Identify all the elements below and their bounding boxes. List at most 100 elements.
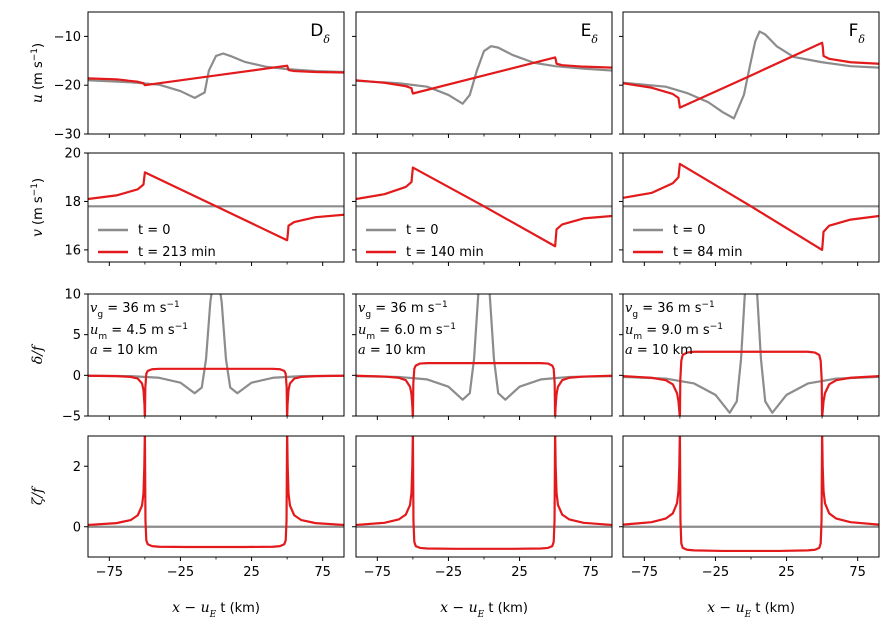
y-axis-label-u: u (m s−1) [30,43,46,103]
panel-frame [87,11,345,135]
panel-u-E-series [356,45,612,105]
y-tick-label: 5 [73,328,81,343]
panel-u-E [352,11,613,138]
series-initial-u-F [623,30,879,120]
panel-zeta-E: −75 −25 25 75 [352,435,613,580]
x-tick-label: 75 [314,565,331,580]
y-tick-label: −5 [62,410,81,425]
panel-v-D-series [88,171,344,242]
annotation-block-E: vg = 36 m s−1um = 6.0 m s−1a = 10 km [358,300,456,358]
y-tick-label: 16 [64,243,81,258]
legend-label-initial: t = 0 [406,223,439,238]
series-initial-delta-D [88,294,344,395]
panel-delta-F-series [623,294,879,416]
panel-zeta-D: −75 −25 25 75 0 2 [73,435,345,580]
series-final-zeta-D [88,436,344,549]
y-tick-label: −20 [54,79,81,94]
y-axis-label-delta: δ/f [30,343,46,364]
panel-delta-D: −5 0 5 10 [62,288,345,425]
series-final-zeta-F [623,436,879,553]
panel-u-D-series [88,52,344,99]
annotation-vg: vg = 36 m s−1 [625,300,715,320]
x-tick-label: 75 [849,565,866,580]
panel-zeta-F: −75 −25 25 75 [619,435,880,580]
annotation-vg: vg = 36 m s−1 [358,300,448,320]
panel-tag-F: Fδ [849,21,866,46]
panel-v-E-series [356,166,612,248]
series-final-u-F [623,41,879,109]
annotation-um: um = 6.0 m s−1 [358,322,456,342]
x-tick-label: −25 [435,565,462,580]
panel-v-F-series [623,162,879,251]
panel-frame [622,11,880,135]
panel-delta-E-series [356,294,612,416]
x-tick-label: −75 [631,565,658,580]
y-axis-label-zeta: ζ/f [30,485,46,505]
annotation-block-F: vg = 36 m s−1um = 9.0 m s−1a = 10 km [625,300,723,358]
x-tick-label: 25 [511,565,528,580]
x-axis-label: x − uE t (km) [440,600,528,620]
panel-v-E [352,152,613,266]
legend-label-initial: t = 0 [673,223,706,238]
panel-frame [622,435,880,558]
annotation-a: a = 10 km [358,343,426,358]
annotation-um: um = 4.5 m s−1 [90,322,188,342]
x-axis-label: x − uE t (km) [172,600,260,620]
plot-area: −30 −20 −10 16 18 20 −5 0 5 10 −75 −25 25 75 0 2 −75 −25 2… [30,11,880,620]
series-final-u-D [88,64,344,87]
y-axis-label-v: v (m s−1) [30,178,46,237]
legend-label-initial: t = 0 [138,223,171,238]
series-final-u-E [356,56,612,95]
panel-u-F-series [623,30,879,120]
legend-label-final: t = 213 min [138,245,216,260]
series-initial-u-D [88,52,344,99]
series-final-zeta-E [356,436,612,550]
y-tick-label: 0 [73,369,81,384]
x-tick-label: −25 [167,565,194,580]
panel-frame [355,435,613,558]
series-final-delta-F [623,350,879,416]
legend-label-final: t = 140 min [406,245,484,260]
panel-frame [87,435,345,558]
series-final-delta-D [88,367,344,416]
panel-delta-E [352,293,613,420]
x-tick-label: −75 [364,565,391,580]
annotation-um: um = 9.0 m s−1 [625,322,723,342]
x-tick-label: 25 [778,565,795,580]
panel-tag-E: Eδ [581,21,599,46]
panel-v-D: 16 18 20 [64,147,345,266]
legend-label-final: t = 84 min [673,245,742,260]
x-axis-label: x − uE t (km) [707,600,795,620]
annotation-vg: vg = 36 m s−1 [90,300,180,320]
panel-delta-D-series [88,294,344,416]
y-tick-label: −30 [54,128,81,143]
panel-tag-D: Dδ [310,21,330,46]
series-final-v-F [623,162,879,251]
y-tick-label: 2 [73,460,81,475]
series-final-v-D [88,171,344,242]
annotation-a: a = 10 km [90,343,158,358]
series-initial-delta-F [623,294,879,414]
annotation-a: a = 10 km [625,343,693,358]
annotation-block-D: vg = 36 m s−1um = 4.5 m s−1a = 10 km [90,300,188,358]
y-tick-label: 18 [64,195,81,210]
panel-v-F [619,152,880,266]
x-tick-label: 75 [582,565,599,580]
panel-zeta-E-series [356,436,612,550]
panel-u-D: −30 −20 −10 [54,11,345,143]
y-tick-label: 20 [64,147,81,162]
series-final-delta-E [356,362,612,416]
y-tick-label: 10 [64,288,81,303]
y-tick-label: −10 [54,30,81,45]
panel-zeta-F-series [623,436,879,553]
panel-delta-F [619,293,880,420]
series-initial-delta-E [356,294,612,401]
panel-frame [355,11,613,135]
series-final-v-E [356,166,612,248]
y-tick-label: 0 [73,520,81,535]
x-tick-label: 25 [243,565,260,580]
x-tick-label: −75 [96,565,123,580]
x-tick-label: −25 [702,565,729,580]
panel-u-F [619,11,880,138]
